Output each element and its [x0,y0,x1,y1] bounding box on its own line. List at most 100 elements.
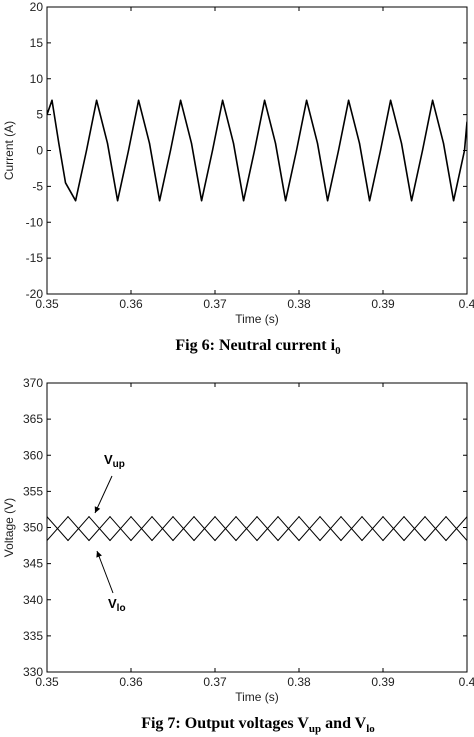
y-tick-label: 365 [23,412,43,426]
data-point [172,539,174,542]
data-point [295,149,298,152]
data-point [85,149,88,152]
data-point [442,142,445,144]
y-axis-ticks: 370 365 360 355 350 345 340 335 330 [23,376,467,679]
data-point [130,516,132,518]
data-point [235,516,237,518]
x-tick-label: 0.38 [287,675,311,689]
data-point [47,539,48,542]
data-point [88,516,90,518]
x-axis-label: Time (s) [235,312,279,326]
data-point [242,200,245,202]
caption-subscript: 0 [335,345,341,357]
y-tick-label: 10 [30,72,44,86]
data-point [431,99,434,101]
caption-subscript-lo: lo [366,723,375,735]
y-axis-label: Voltage (V) [2,498,16,557]
data-point [382,539,384,542]
data-point [214,539,216,542]
data-point [274,142,277,144]
data-point [214,516,216,518]
data-point [361,539,363,542]
series-group [47,99,467,202]
data-point [358,142,361,144]
x-axis-ticks: 0.35 0.36 0.37 0.38 0.39 0.4 [35,383,474,689]
output-voltage-plot: 0.35 0.36 0.37 0.38 0.39 0.4 3703653603553503… [2,376,474,735]
x-tick-label: 0.36 [119,297,143,311]
data-point [319,539,321,542]
data-point [382,516,384,518]
data-point [284,200,287,202]
y-tick-label: 370 [23,376,43,390]
data-point [127,149,130,152]
x-axis-label: Time (s) [235,690,279,704]
data-point [88,539,90,542]
y-tick-label: 0 [36,144,43,158]
data-point [403,539,405,542]
data-point [389,99,392,101]
caption-subscript-up: up [309,723,321,735]
data-point [109,539,111,542]
data-point [277,516,279,518]
y-tick-label: 360 [23,448,43,462]
annotation-symbol: V [108,596,117,611]
data-point [256,516,258,518]
x-tick-label: 0.36 [119,675,143,689]
data-point [169,149,172,152]
data-point [158,200,161,202]
data-point [116,200,119,202]
data-point [466,516,467,518]
data-point [466,121,467,123]
data-point [452,200,455,202]
annotation-arrow-lo [96,550,114,594]
data-point [463,149,466,152]
data-point [148,142,151,144]
data-point [445,539,447,542]
data-point [151,516,153,518]
arrowhead [96,551,102,558]
y-tick-label: 20 [30,0,44,14]
x-tick-label: 0.4 [459,675,474,689]
data-point [211,149,214,152]
y-tick-label: -20 [26,287,44,301]
data-point [47,114,48,116]
annotation-arrow-up [94,475,113,514]
data-point [326,200,329,202]
x-tick-label: 0.35 [35,297,59,311]
data-point [221,99,224,101]
data-point [67,516,69,518]
x-tick-label: 0.35 [35,675,59,689]
annotation-v-up: Vup [104,452,125,470]
data-point [193,539,195,542]
data-point [232,142,235,144]
annotation-subscript: lo [117,603,126,614]
data-point [305,99,308,101]
data-point [368,200,371,202]
data-point [263,99,266,101]
data-point [410,200,413,202]
data-point [137,99,140,101]
y-axis-label: Current (A) [2,121,16,180]
y-axis-ticks: 20 15 10 5 0 -5 -10 -15 -20 [26,0,467,301]
caption-text: Fig 6: Neutral current i [175,337,335,354]
data-point [95,99,98,101]
data-point [172,516,174,518]
y-tick-label: 340 [23,593,43,607]
data-point [403,516,405,518]
data-point [67,539,69,542]
data-point [298,539,300,542]
arrowhead [94,506,101,513]
x-tick-label: 0.39 [371,297,395,311]
data-point [340,539,342,542]
data-point [47,516,48,518]
y-tick-label: 330 [23,665,43,679]
caption-mid: and V [321,715,367,732]
annotation-subscript: up [113,459,125,470]
data-point [64,182,67,184]
y-tick-label: -10 [26,215,44,229]
y-tick-label: 335 [23,629,43,643]
annotation-v-lo: Vlo [108,596,126,614]
y-tick-label: 5 [36,108,43,122]
annotation-symbol: V [104,452,113,467]
